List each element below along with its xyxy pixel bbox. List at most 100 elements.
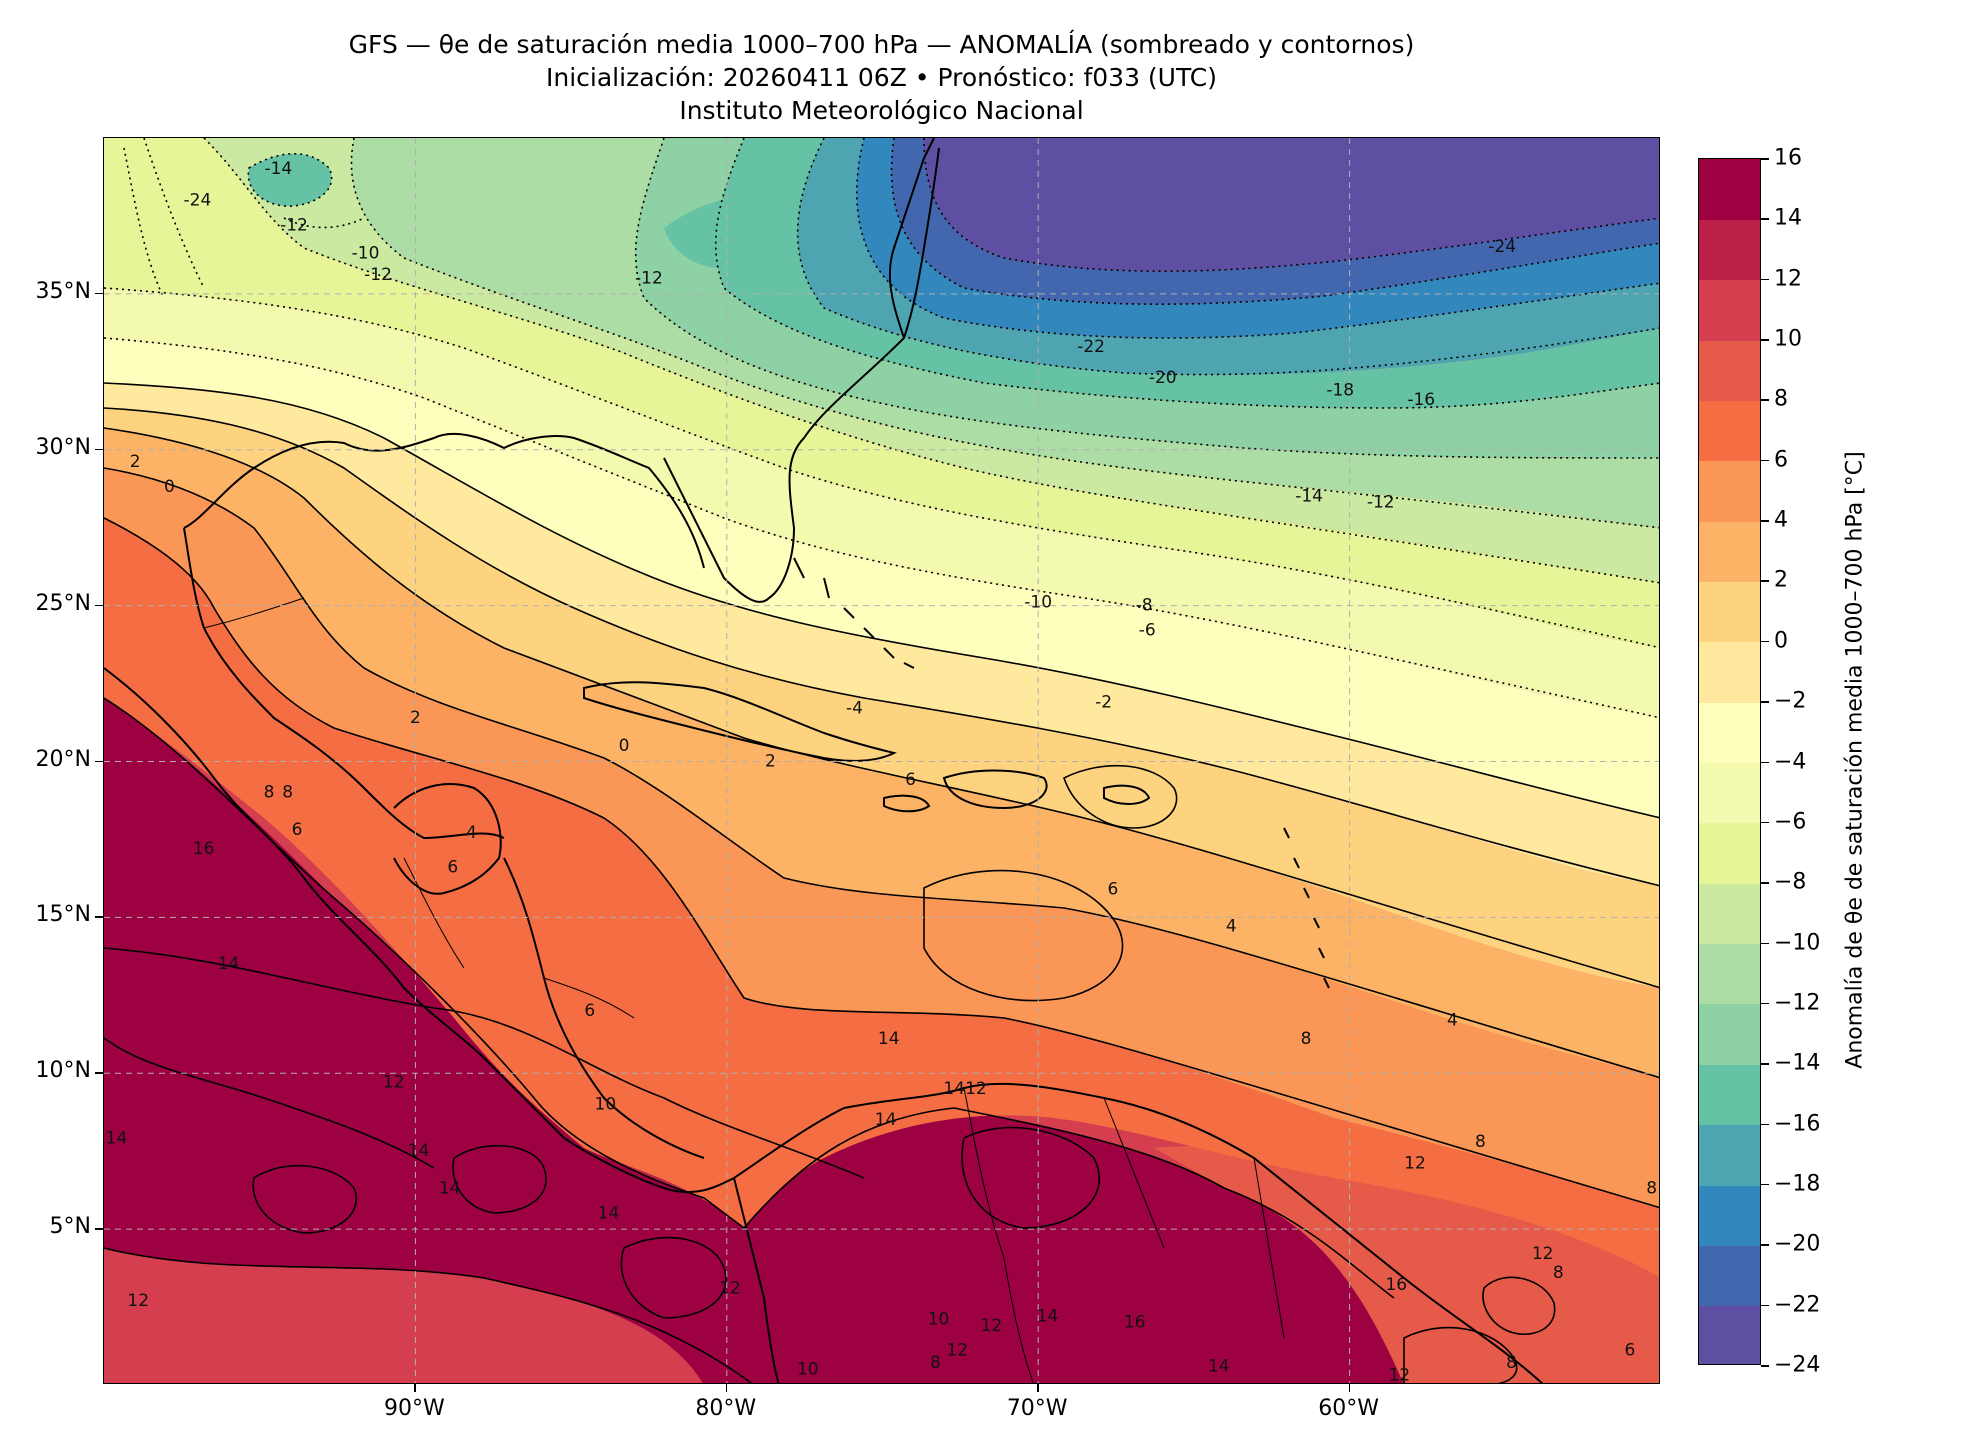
contour-label: 6: [447, 857, 458, 877]
lat-tick-label: 30°N: [35, 434, 91, 460]
hispaniola-coastline: [942, 769, 1048, 810]
colorbar-tick-mark: [1761, 942, 1769, 945]
anomaly-band-m8: [204, 138, 1659, 583]
lon-tick-mark: [725, 1384, 728, 1392]
colorbar-tick-mark: [1761, 580, 1769, 582]
contour-label: 12: [383, 1073, 405, 1093]
lat-tick-label: 25°N: [35, 590, 91, 616]
lat-tick-mark: [95, 292, 103, 295]
colorbar-tick-label: −18: [1774, 1171, 1821, 1197]
anomaly-band-m2: [104, 338, 1659, 818]
contour-label: 16: [1385, 1275, 1407, 1295]
contour-label: 14: [875, 1110, 897, 1130]
contour-label: 10: [797, 1359, 819, 1379]
contour-label: 12: [1389, 1366, 1411, 1384]
colorbar-segment: [1699, 400, 1760, 462]
lon-tick-label: 70°W: [1006, 1396, 1068, 1421]
anomaly-band-m6: [104, 138, 1659, 648]
colorbar-segment: [1699, 521, 1760, 583]
anomaly-band-6: [104, 468, 1659, 1208]
central-america-caribbean-coast: [503, 857, 705, 1159]
colorbar-tick-label: −22: [1774, 1292, 1821, 1318]
contour-label: 14: [598, 1204, 620, 1224]
colorbar-segment: [1699, 340, 1760, 401]
colorbar-tick-label: 12: [1774, 266, 1802, 292]
country-borders: [203, 597, 1285, 1383]
contour-label: 12: [946, 1341, 968, 1361]
anomaly-band-4: [104, 428, 1659, 1078]
colorbar-segment: [1699, 1245, 1760, 1307]
contour-label: 16: [193, 839, 215, 859]
title-line-2: Inicialización: 20260411 06Z • Pronóstic…: [546, 63, 1217, 92]
anomaly-patch-m16-atlantic: [664, 194, 797, 269]
colorbar-tick-mark: [1761, 1002, 1769, 1005]
colorbar-tick-label: −6: [1774, 809, 1807, 835]
central-america-coast: [483, 1057, 735, 1194]
contour-label: 8: [1301, 1029, 1312, 1049]
colorbar-tick-mark: [1761, 761, 1769, 763]
colorbar-segment: [1699, 159, 1760, 220]
contour-label: 4: [1226, 917, 1237, 937]
colorbar-tick-mark: [1761, 339, 1769, 341]
colorbar-tick-label: 16: [1774, 145, 1802, 171]
colorbar-segment: [1699, 219, 1760, 281]
yucatan-coastline: [393, 783, 502, 895]
lat-tick-label: 35°N: [35, 278, 91, 304]
colorbar-segment: [1699, 943, 1760, 1005]
contour-label: -20: [1149, 368, 1177, 388]
bahamas-islands: [793, 557, 915, 669]
contour-label: 8: [1475, 1132, 1486, 1152]
colorbar-segment: [1699, 1064, 1760, 1126]
colorbar-tick-mark: [1761, 218, 1769, 220]
mexico-gulf-coast: [183, 527, 505, 840]
colorbar-tick-mark: [1761, 399, 1769, 401]
lon-tick-label: 80°W: [695, 1396, 757, 1421]
anomaly-band-hot-16-inner: [104, 698, 624, 1178]
contour-label: -14: [264, 159, 292, 179]
anomaly-band-12: [104, 1248, 752, 1383]
contour-label: -12: [635, 268, 663, 288]
anomaly-band-0: [104, 383, 1659, 886]
anomaly-patch-m14-nw: [248, 153, 332, 207]
contour-label: -4: [846, 699, 863, 719]
us-east-coast: [888, 138, 935, 339]
south-america-pacific-coast: [733, 1177, 780, 1383]
contour-label: -16: [1407, 390, 1435, 410]
positive-contours: [104, 382, 1659, 1383]
anomaly-band-m12: [635, 138, 1659, 458]
lat-tick-mark: [95, 604, 103, 607]
coastlines: [104, 138, 1544, 1383]
colorbar-tick-mark: [1761, 701, 1769, 703]
south-america-north-coast: [733, 1082, 1544, 1383]
colorbar-tick-label: 8: [1774, 386, 1788, 412]
colorbar-tick-label: 14: [1774, 205, 1802, 231]
lat-tick-mark: [95, 1228, 103, 1230]
contour-label: -18: [1326, 381, 1354, 401]
contour-label: 12: [127, 1291, 149, 1311]
contour-label: -10: [1024, 593, 1052, 613]
lat-tick-label: 5°N: [49, 1214, 91, 1240]
title-line-3: Instituto Meteorológico Nacional: [679, 96, 1084, 125]
lat-tick-label: 10°N: [35, 1058, 91, 1084]
contour-label: -12: [364, 265, 392, 285]
colorbar-segment: [1699, 1305, 1760, 1364]
colorbar: [1698, 158, 1761, 1365]
colorbar-tick-label: 6: [1774, 447, 1788, 473]
contour-label: 6: [905, 770, 916, 790]
contour-label: 14: [943, 1079, 965, 1099]
contour-label: 12: [719, 1278, 741, 1298]
colorbar-tick-mark: [1761, 520, 1769, 522]
contour-label: 10: [595, 1094, 617, 1114]
colorbar-segment: [1699, 581, 1760, 643]
colorbar-tick-label: −24: [1774, 1352, 1821, 1378]
contour-label: 12: [981, 1316, 1003, 1336]
colorbar-tick-mark: [1761, 821, 1769, 824]
colorbar-tick-label: −8: [1774, 869, 1807, 895]
contour-label: 14: [1037, 1306, 1059, 1326]
florida-coastline: [663, 147, 940, 603]
colorbar-tick-mark: [1761, 1183, 1769, 1186]
contour-label: -6: [1139, 621, 1156, 641]
colorbar-tick-mark: [1761, 1123, 1769, 1126]
contour-label: 2: [765, 752, 776, 772]
colorbar-segment: [1699, 1003, 1760, 1065]
